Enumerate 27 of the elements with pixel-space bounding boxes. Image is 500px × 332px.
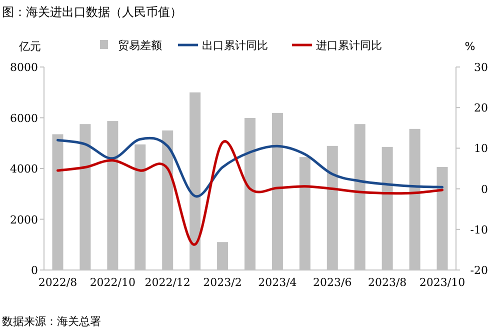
y-tick-label: 6000 bbox=[10, 112, 38, 125]
y-tick-label: 4000 bbox=[10, 162, 38, 176]
y2-tick-label: -10 bbox=[470, 223, 488, 236]
chart-title: 图：海关进出口数据（人民币值） bbox=[2, 5, 182, 19]
x-tick-label: 2023/6 bbox=[313, 276, 352, 289]
source-note: 数据来源：海关总署 bbox=[2, 315, 101, 328]
y-tick-label: 2000 bbox=[10, 213, 38, 226]
y2-tick-label: -20 bbox=[470, 264, 488, 277]
x-tick-label: 2023/10 bbox=[419, 276, 466, 289]
y-tick-label: 8000 bbox=[10, 61, 38, 74]
y-tick-label: 0 bbox=[31, 264, 38, 277]
y-axis-title: 亿元 bbox=[18, 40, 41, 53]
legend-label: 进口累计同比 bbox=[316, 39, 382, 52]
x-tick-label: 2023/8 bbox=[368, 276, 407, 289]
y2-tick-label: 0 bbox=[481, 182, 488, 196]
x-tick-label: 2022/10 bbox=[90, 276, 136, 289]
y2-tick-label: 30 bbox=[474, 61, 488, 74]
y2-axis-title: % bbox=[464, 40, 476, 53]
legend-label: 出口累计同比 bbox=[202, 39, 268, 52]
x-tick-label: 2022/12 bbox=[144, 276, 190, 289]
y2-tick-label: 10 bbox=[474, 142, 488, 156]
line-series bbox=[56, 141, 444, 246]
legend-label: 贸易差额 bbox=[118, 39, 162, 52]
x-tick-label: 2022/8 bbox=[38, 276, 78, 289]
x-tick-label: 2023/4 bbox=[258, 276, 297, 289]
y2-tick-label: 20 bbox=[474, 102, 488, 115]
x-tick-label: 2023/2 bbox=[203, 276, 242, 289]
